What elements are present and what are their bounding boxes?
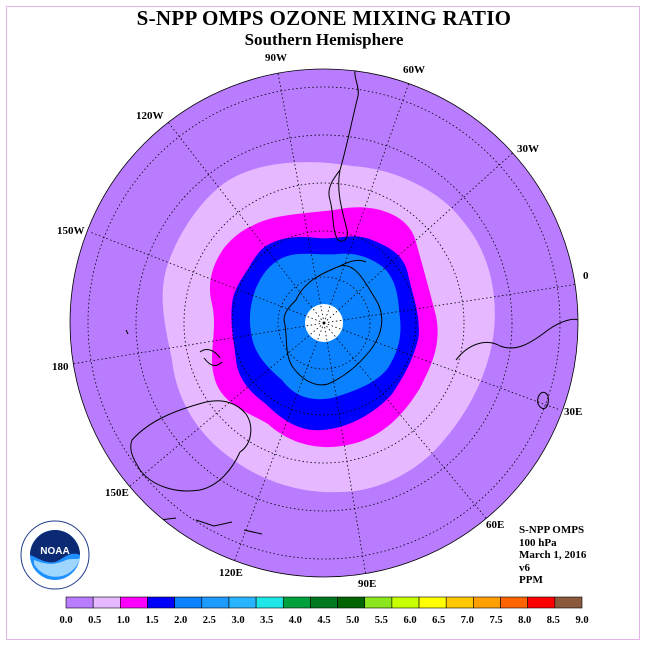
info-block: S-NPP OMPS 100 hPa March 1, 2016 v6 PPM (519, 524, 586, 587)
colorbar-tick-label: 1.0 (117, 615, 130, 626)
colorbar-swatch (364, 596, 393, 609)
info-version: v6 (519, 561, 530, 574)
lon-label-30w: 30W (517, 143, 539, 155)
colorbar (65, 596, 583, 609)
colorbar-tick-label: 0.0 (59, 615, 72, 626)
lon-label-150e: 150E (105, 487, 129, 499)
info-instrument: S-NPP OMPS (519, 524, 585, 536)
info-units: PPM (519, 574, 543, 587)
colorbar-swatch (418, 596, 447, 609)
colorbar-tick-label: 7.0 (461, 615, 474, 626)
colorbar-swatch (282, 596, 311, 609)
info-level: 100 hPa (519, 536, 557, 549)
colorbar-tick-label: 1.5 (145, 615, 158, 626)
colorbar-tick-label: 4.0 (289, 615, 302, 626)
lon-label-180: 180 (52, 361, 69, 373)
colorbar-tick-label: 7.5 (489, 615, 502, 626)
map-title: S-NPP OMPS OZONE MIXING RATIO (136, 6, 512, 30)
colorbar-tick-label: 8.5 (547, 615, 560, 626)
colorbar-swatch (174, 596, 203, 609)
lon-label-90w: 90W (265, 52, 287, 64)
colorbar-swatch (92, 596, 121, 609)
colorbar-tick-label: 0.5 (88, 615, 101, 626)
lon-label-60w: 60W (403, 64, 425, 76)
colorbar-swatch (201, 596, 230, 609)
longitude-labels: 90W 60W 30W 0 30E 60E 90E 120E 150E 180 … (52, 52, 589, 590)
colorbar-tick-label: 8.0 (518, 615, 531, 626)
colorbar-swatch (310, 596, 338, 609)
colorbar-swatch (554, 596, 583, 609)
colorbar-swatch (445, 596, 474, 609)
lon-label-0: 0 (583, 270, 589, 282)
lon-label-30e: 30E (564, 406, 582, 418)
lon-label-60e: 60E (486, 519, 504, 531)
map-border (69, 68, 579, 578)
colorbar-swatch (147, 596, 175, 609)
colorbar-tick-label: 5.5 (375, 615, 388, 626)
lon-label-90e: 90E (358, 578, 376, 590)
colorbar-swatch (120, 596, 148, 609)
colorbar-tick-label: 3.5 (260, 615, 273, 626)
colorbar-swatch (500, 596, 528, 609)
graticule (71, 72, 578, 577)
colorbar-tick-labels: 0.0 0.5 1.0 1.5 2.0 2.5 3.0 3.5 4.0 4.5 5.0 5.5 6.0 6… (59, 615, 588, 626)
colorbar-tick-label: 6.5 (432, 615, 445, 626)
noaa-logo: NOAA (20, 520, 90, 590)
lon-label-120e: 120E (219, 567, 243, 579)
colorbar-swatch (228, 596, 257, 609)
figure-frame (6, 6, 640, 640)
colorbar-swatch (65, 596, 94, 609)
colorbar-swatch (527, 596, 556, 609)
info-date: March 1, 2016 (519, 549, 587, 562)
colorbar-tick-label: 3.0 (231, 615, 244, 626)
colorbar-tick-label: 6.0 (403, 615, 416, 626)
colorbar-tick-label: 5.0 (346, 615, 359, 626)
colorbar-tick-label: 2.0 (174, 615, 187, 626)
colorbar-tick-label: 2.5 (203, 615, 216, 626)
colorbar-swatch (473, 596, 501, 609)
lon-label-120w: 120W (136, 110, 164, 122)
colorbar-swatch (391, 596, 420, 609)
colorbar-swatch (255, 596, 284, 609)
colorbar-tick-label: 4.5 (317, 615, 330, 626)
colorbar-tick-label: 9.0 (575, 615, 588, 626)
noaa-logo-text: NOAA (40, 546, 69, 557)
map-subtitle: Southern Hemisphere (244, 30, 404, 49)
colorbar-swatch (337, 596, 366, 609)
lon-label-150w: 150W (57, 225, 85, 237)
